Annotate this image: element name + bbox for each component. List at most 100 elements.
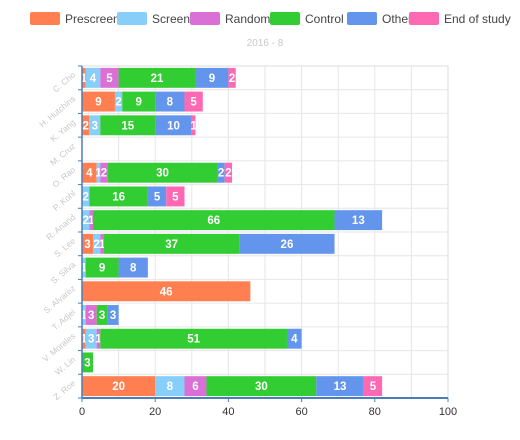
bar-segment[interactable] (85, 67, 101, 88)
data-label: 51 (187, 334, 200, 346)
legend-item[interactable]: Random (190, 12, 270, 26)
bar-segment[interactable] (82, 376, 156, 397)
bar-segment[interactable] (334, 210, 383, 231)
legend-item[interactable]: Screen (117, 12, 190, 26)
bar-segment[interactable] (217, 162, 225, 183)
data-label: 3 (84, 239, 90, 251)
data-label: 46 (160, 286, 173, 298)
bar-segment[interactable] (239, 233, 335, 254)
legend-item[interactable]: End of study (409, 12, 511, 26)
bar-segment[interactable] (82, 91, 115, 112)
bar-segment[interactable] (147, 186, 167, 207)
legend-item[interactable]: Other (347, 12, 412, 26)
x-tick-label: 60 (295, 406, 307, 418)
bar-segment[interactable] (82, 162, 97, 183)
data-label: 20 (112, 381, 125, 393)
bar-segment[interactable] (82, 281, 251, 302)
bar-segment[interactable] (107, 305, 119, 325)
bar-segment[interactable] (155, 115, 192, 136)
legend-label: Prescreen (65, 12, 120, 26)
bar-segment[interactable] (92, 233, 101, 254)
bar-segment[interactable] (100, 67, 119, 88)
bar-segment[interactable] (85, 257, 119, 278)
bar-segment[interactable] (100, 233, 104, 254)
bar-segment[interactable] (82, 233, 93, 254)
bar-segment[interactable] (155, 91, 185, 112)
data-label: 3 (84, 357, 90, 369)
data-label: 30 (255, 381, 268, 393)
bar-segment[interactable] (224, 162, 233, 183)
legend-label: End of study (444, 12, 511, 26)
data-label: 3 (92, 120, 98, 132)
bar-segment[interactable] (316, 376, 364, 397)
bar-segment[interactable] (122, 91, 156, 112)
bar-segment[interactable] (82, 115, 90, 136)
bar-segment[interactable] (82, 210, 90, 231)
bar-segment[interactable] (82, 352, 93, 373)
data-label: 8 (130, 263, 137, 275)
bar-segment[interactable] (82, 305, 86, 325)
data-label: 13 (352, 215, 365, 227)
bar-segment[interactable] (166, 186, 185, 207)
x-axis-ticks: 0 20 40 60 80 100 (79, 398, 457, 418)
bar-segment[interactable] (89, 186, 148, 207)
bar-segment[interactable] (82, 328, 86, 349)
grid-lines (81, 65, 449, 399)
bar-segment[interactable] (85, 328, 97, 349)
legend: Prescreen Screen Random Control Other End of … (30, 12, 511, 26)
bar-segment[interactable] (228, 67, 236, 88)
data-label: 5 (154, 191, 161, 203)
data-label: 1 (81, 263, 88, 275)
bar-segment[interactable] (96, 305, 108, 325)
bar-segment[interactable] (184, 376, 207, 397)
data-label: 8 (167, 97, 174, 109)
data-label: 2 (101, 168, 107, 180)
bar-segment[interactable] (82, 186, 90, 207)
bar-segment[interactable] (195, 67, 229, 88)
data-label: 1 (190, 120, 197, 132)
bar-segment[interactable] (118, 67, 196, 88)
data-label: 9 (99, 263, 105, 275)
bar-segment[interactable] (286, 328, 302, 349)
bar-segment[interactable] (363, 376, 383, 397)
bar-segment[interactable] (96, 162, 101, 183)
y-category-label: T. Adjei (50, 307, 78, 332)
data-label: 15 (121, 120, 134, 132)
data-label: 2 (93, 239, 99, 251)
bar-segment[interactable] (96, 328, 101, 349)
data-label: 2 (225, 168, 231, 180)
bar-segment[interactable] (85, 305, 97, 325)
bar-segment[interactable] (107, 162, 218, 183)
axes (78, 65, 448, 399)
bar-segment[interactable] (118, 257, 148, 278)
legend-item[interactable]: Prescreen (30, 12, 120, 26)
data-label: 3 (99, 310, 105, 322)
data-label: 1 (95, 168, 102, 180)
bar-segment[interactable] (89, 210, 93, 231)
bar-segment[interactable] (100, 115, 156, 136)
data-label: 1 (81, 334, 88, 346)
bar-segment[interactable] (89, 115, 101, 136)
bar-segment[interactable] (114, 91, 123, 112)
bar-segment[interactable] (184, 91, 203, 112)
bar-segment[interactable] (82, 67, 86, 88)
data-label: 37 (165, 239, 178, 251)
legend-item[interactable]: Control (270, 12, 344, 26)
data-label: 30 (156, 168, 169, 180)
bar-segment[interactable] (100, 328, 287, 349)
bar-segment[interactable] (155, 376, 185, 397)
bar-segment[interactable] (100, 162, 108, 183)
bar-segment[interactable] (206, 376, 317, 397)
bar-segment[interactable] (103, 233, 240, 254)
bar-segment[interactable] (92, 210, 335, 231)
bar-segment[interactable] (191, 115, 196, 136)
data-label: 2 (229, 73, 235, 85)
data-label: 1 (99, 239, 106, 251)
data-label: 1 (88, 215, 95, 227)
legend-label: Control (305, 12, 344, 26)
data-label: 1 (81, 73, 88, 85)
bar-segment[interactable] (82, 257, 86, 278)
bars: 1 4 5 21 9 29 2 9 8 52 3 15 10 14 1 2 30 2 22 16 5 52 1 66 133 2 1… (81, 67, 383, 397)
data-label: 5 (370, 381, 377, 393)
legend-swatch (117, 12, 147, 25)
